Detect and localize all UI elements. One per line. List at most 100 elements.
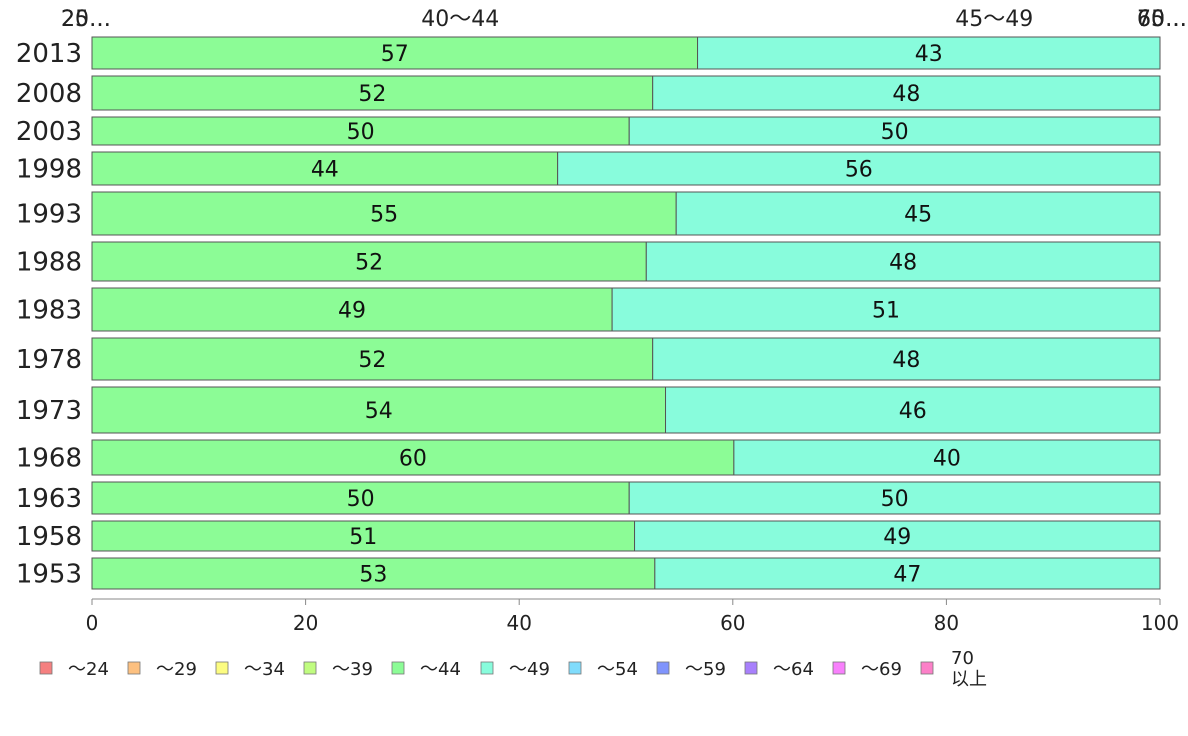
top-label: 25… (61, 7, 111, 32)
legend-label: 70 以上 (951, 648, 987, 690)
data-label: 55 (370, 203, 398, 228)
legend-swatch (920, 661, 934, 675)
top-label-group: 20…25… 40〜44 45〜49 60…65…70… (61, 7, 1187, 32)
data-label: 54 (365, 399, 393, 424)
bar-segment (91, 481, 630, 515)
bar-segment (91, 557, 656, 590)
bar-segment (733, 439, 1161, 476)
legend: 〜24 〜29 〜34 〜39 〜44 〜49 〜54 〜59 〜64 〜69 70 以上 (39, 648, 987, 690)
top-label: 20… (61, 7, 111, 32)
top-label: 70… (1137, 7, 1187, 32)
data-label: 52 (358, 82, 386, 107)
data-label: 40 (933, 447, 961, 472)
y-tick-label: 1993 (16, 200, 82, 230)
data-label: 44 (311, 158, 339, 183)
legend-label: 〜59 (685, 659, 726, 680)
data-label: 43 (915, 42, 943, 67)
legend-label: 〜24 (68, 659, 109, 680)
data-label: 48 (889, 251, 917, 276)
x-tick-label: 80 (934, 611, 959, 635)
legend-swatch (127, 661, 141, 675)
legend-swatch (568, 661, 582, 675)
x-tick-label: 60 (720, 611, 745, 635)
data-label: 50 (347, 487, 375, 512)
legend-label: 〜49 (509, 659, 550, 680)
data-label: 60 (399, 447, 427, 472)
y-tick-label: 2013 (16, 39, 82, 69)
legend-swatch (303, 661, 317, 675)
bar-segment (91, 337, 654, 381)
x-axis: 0 20 40 60 80 100 (86, 598, 1179, 635)
data-label: 56 (845, 158, 873, 183)
bar-segment (91, 116, 630, 146)
data-label: 53 (359, 563, 387, 588)
x-tick-label: 100 (1141, 611, 1179, 635)
bar-segment (91, 241, 647, 282)
data-label: 50 (881, 487, 909, 512)
bar-segment (91, 439, 735, 476)
bar-segment (634, 520, 1161, 552)
legend-swatch (656, 661, 670, 675)
bar-segment (91, 75, 654, 111)
top-label: 65… (1137, 7, 1187, 32)
bar-segment (645, 241, 1161, 282)
bar-segment (557, 151, 1161, 186)
bar-segment (91, 287, 613, 332)
y-axis-labels: 2013 2008 2003 1998 1993 1988 1983 1978 1973 1968… (16, 39, 82, 590)
y-tick-label: 1998 (16, 155, 82, 185)
data-label: 48 (892, 348, 920, 373)
data-label: 51 (872, 299, 900, 324)
bar-segment (675, 191, 1161, 236)
y-tick-label: 1978 (16, 345, 82, 375)
data-label: 47 (893, 563, 921, 588)
x-tick-label: 40 (506, 611, 531, 635)
legend-label: 〜69 (861, 659, 902, 680)
bar-segment (652, 337, 1161, 381)
bar-segment (665, 386, 1161, 434)
legend-swatch (744, 661, 758, 675)
data-label: 52 (355, 251, 383, 276)
legend-label: 〜29 (156, 659, 197, 680)
legend-label: 〜54 (597, 659, 638, 680)
data-label: 49 (338, 299, 366, 324)
y-tick-label: 1973 (16, 396, 82, 426)
data-label: 48 (892, 82, 920, 107)
bar-segment (628, 116, 1161, 146)
y-tick-label: 1988 (16, 248, 82, 278)
data-label: 50 (347, 120, 375, 145)
data-label: 51 (349, 525, 377, 550)
legend-swatch (391, 661, 405, 675)
legend-label: 〜34 (244, 659, 285, 680)
legend-swatch (215, 661, 229, 675)
bar-segment (628, 481, 1161, 515)
bars-group: 57 43 52 48 50 50 44 56 55 45 52 48 49 51 52 48 54 46 60 40… (91, 36, 1161, 590)
data-label: 57 (381, 42, 409, 67)
bar-segment (91, 151, 559, 186)
x-tick-label: 20 (293, 611, 318, 635)
data-label: 52 (358, 348, 386, 373)
data-label: 50 (881, 120, 909, 145)
y-tick-label: 2003 (16, 117, 82, 147)
bar-segment (91, 386, 667, 434)
top-label: 45〜49 (955, 7, 1033, 32)
top-label: 40〜44 (421, 7, 499, 32)
bar-segment (91, 191, 677, 236)
legend-swatch (39, 661, 53, 675)
bar-segment (697, 36, 1161, 70)
bar-segment (91, 520, 636, 552)
y-tick-label: 1968 (16, 444, 82, 474)
legend-swatch (480, 661, 494, 675)
bar-segment (611, 287, 1161, 332)
y-tick-label: 2008 (16, 79, 82, 109)
legend-label: 〜44 (420, 659, 461, 680)
y-tick-label: 1958 (16, 522, 82, 552)
y-tick-label: 1983 (16, 296, 82, 326)
bar-segment (654, 557, 1161, 590)
data-label: 45 (904, 203, 932, 228)
data-label: 46 (899, 399, 927, 424)
legend-swatch (832, 661, 846, 675)
bar-segment (652, 75, 1161, 111)
data-label: 49 (883, 525, 911, 550)
legend-label: 〜64 (773, 659, 814, 680)
